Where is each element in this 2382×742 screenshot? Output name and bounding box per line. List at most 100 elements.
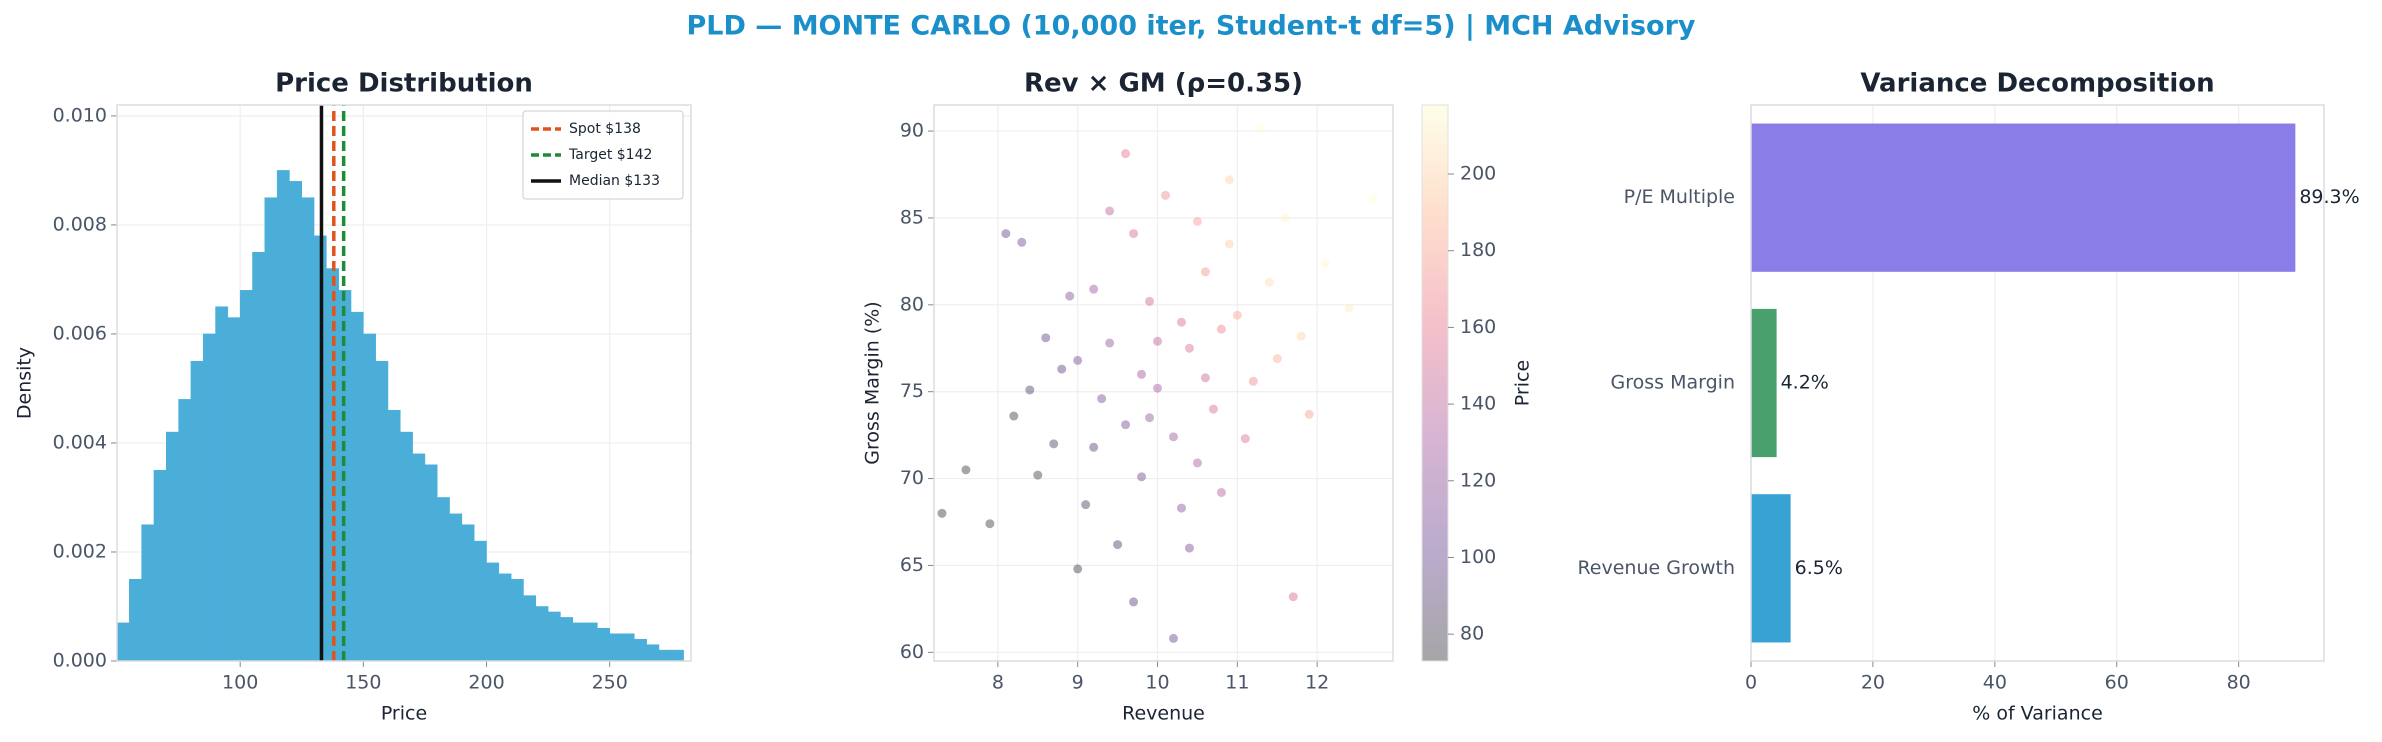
scatter-point <box>1145 296 1155 306</box>
bar <box>1751 308 1777 458</box>
subplot-title: Variance Decomposition <box>1860 69 2214 99</box>
bar <box>1751 494 1791 643</box>
scatter-point <box>1009 411 1019 421</box>
histogram-bar <box>178 399 192 662</box>
scatter-point <box>1145 413 1155 423</box>
scatter-point <box>1121 149 1131 159</box>
colorbar-label: Price <box>1512 360 1534 406</box>
x-tick-label: 10 <box>1145 672 1169 694</box>
scatter-point <box>1232 310 1242 320</box>
colorbar-tick-label: 80 <box>1460 623 1484 645</box>
scatter-point <box>1192 216 1202 226</box>
histogram-bar <box>412 453 426 662</box>
scatter-point <box>1017 237 1027 247</box>
scatter-point <box>961 465 971 475</box>
legend-label: Median $133 <box>569 173 660 189</box>
scatter-point <box>1001 229 1011 239</box>
scatter-point <box>1200 267 1210 277</box>
colorbar-tick-label: 100 <box>1460 546 1496 568</box>
colorbar-tick-label: 200 <box>1460 163 1496 185</box>
y-tick-label: 90 <box>900 120 924 142</box>
histogram-bar <box>498 573 512 662</box>
histogram-bar <box>375 360 389 662</box>
scatter-point <box>1160 190 1170 200</box>
legend-label: Spot $138 <box>569 121 641 137</box>
scatter-point <box>1320 258 1330 268</box>
x-axis-label: Revenue <box>1122 703 1205 725</box>
y-tick-label: 70 <box>900 467 924 489</box>
scatter-point <box>1105 338 1115 348</box>
scatter-point <box>1280 213 1290 223</box>
x-tick-label: 20 <box>1861 672 1885 694</box>
scatter-point <box>1248 376 1258 386</box>
category-label: Revenue Growth <box>1577 557 1735 579</box>
histogram-bar <box>473 540 487 662</box>
x-tick-label: 80 <box>2227 672 2251 694</box>
bar <box>1751 123 2296 272</box>
value-label: 89.3% <box>2299 186 2359 208</box>
scatter-point <box>1176 503 1186 513</box>
histogram-bar <box>449 513 463 662</box>
histogram-bar <box>166 431 179 662</box>
x-tick-label: 40 <box>1983 672 2007 694</box>
histogram-bar <box>535 606 549 662</box>
y-tick-label: 65 <box>900 554 924 576</box>
histogram-bar <box>486 562 500 662</box>
y-tick-label: 0.008 <box>53 213 107 235</box>
histogram-bar <box>609 633 623 662</box>
histogram-bar <box>153 469 167 662</box>
scatter-point <box>1224 239 1234 249</box>
x-axis-label: % of Variance <box>1972 703 2103 725</box>
y-tick-label: 0.000 <box>53 650 107 672</box>
scatter-point <box>1168 432 1178 442</box>
histogram-bar <box>671 649 684 662</box>
x-tick-label: 250 <box>592 672 628 694</box>
histogram-bar <box>227 317 241 662</box>
scatter-point <box>1153 336 1163 346</box>
x-tick-label: 12 <box>1305 672 1329 694</box>
y-axis-label: Density <box>14 347 36 419</box>
value-label: 4.2% <box>1781 372 1829 394</box>
scatter-point <box>1073 564 1083 574</box>
colorbar-tick-label: 140 <box>1460 393 1496 415</box>
scatter-point <box>1184 543 1194 553</box>
scatter-point <box>1137 369 1147 379</box>
histogram-bar <box>387 410 401 662</box>
histogram-bar <box>363 333 376 662</box>
value-label: 6.5% <box>1795 557 1843 579</box>
histogram-bar <box>437 497 450 662</box>
legend-label: Target $142 <box>568 147 652 163</box>
scatter-point <box>937 508 947 518</box>
scatter-point <box>1168 633 1178 643</box>
histogram-bar <box>276 170 290 662</box>
scatter-point <box>1049 439 1059 449</box>
scatter-point <box>1216 487 1226 497</box>
y-tick-label: 0.002 <box>53 540 107 562</box>
scatter-point <box>1288 592 1298 602</box>
scatter-point <box>1041 333 1051 343</box>
y-tick-label: 60 <box>900 641 924 663</box>
x-tick-label: 9 <box>1072 672 1084 694</box>
figure-title: PLD — MONTE CARLO (10,000 iter, Student-… <box>686 11 1695 42</box>
scatter-point <box>1137 472 1147 482</box>
histogram-bar <box>461 524 475 662</box>
scatter-point <box>1089 442 1099 452</box>
histogram-bar <box>523 595 537 662</box>
histogram-bar <box>584 622 598 662</box>
scatter-point <box>1153 383 1163 393</box>
scatter-point <box>1296 331 1306 341</box>
x-tick-label: 11 <box>1225 672 1249 694</box>
scatter-point <box>1184 343 1194 353</box>
y-tick-label: 80 <box>900 293 924 315</box>
scatter-point <box>1073 355 1083 365</box>
scatter-point <box>1033 470 1043 480</box>
scatter-point <box>1065 291 1075 301</box>
histogram-bar <box>658 649 672 662</box>
scatter-point <box>1129 229 1139 239</box>
histogram-bar <box>646 644 660 662</box>
histogram-bar <box>510 578 524 662</box>
histogram-bar <box>264 197 278 662</box>
histogram-bar <box>215 306 229 662</box>
scatter-point <box>1057 364 1067 374</box>
histogram-bar <box>621 633 635 662</box>
